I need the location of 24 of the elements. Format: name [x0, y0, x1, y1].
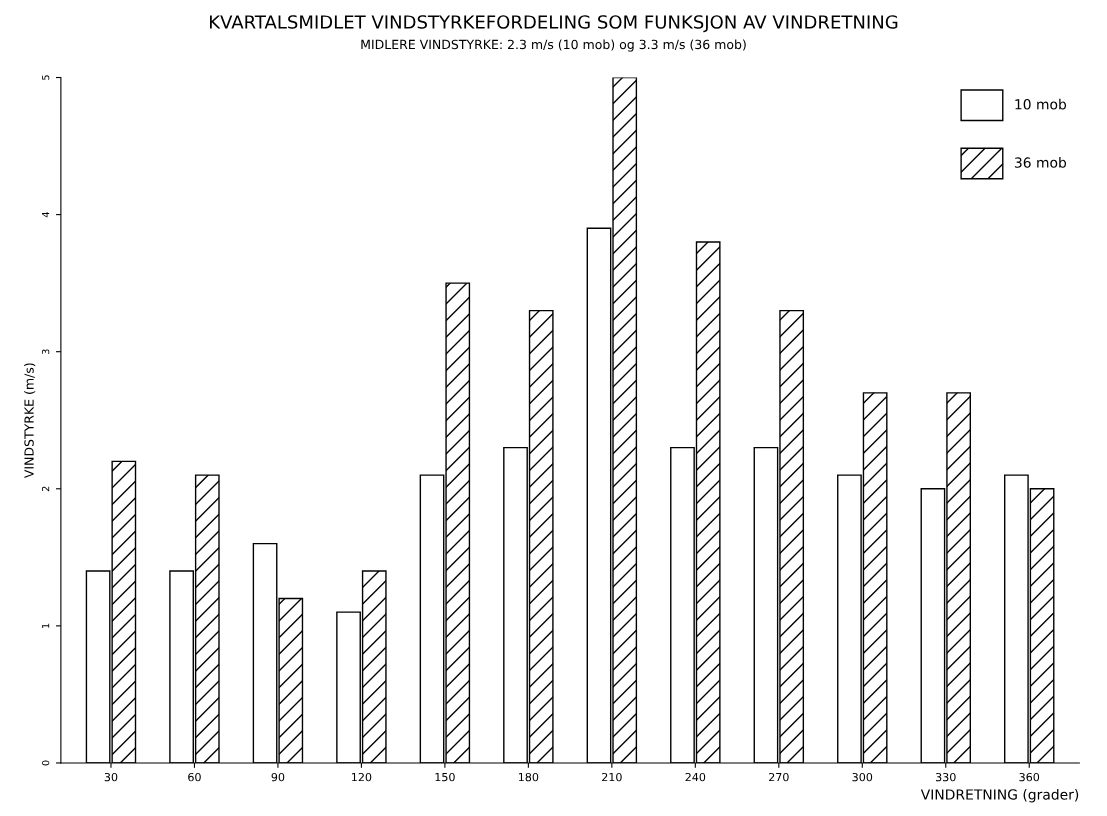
- x-tick-label: 360: [1019, 772, 1040, 782]
- y-tick-label: 0: [41, 760, 50, 766]
- legend-label: 10 mob: [1015, 98, 1067, 110]
- chart-subtitle: MIDLERE VINDSTYRKE: 2.3 m/s (10 mob) og 3.3 m/s (36 mob): [361, 39, 746, 52]
- y-axis-title: VINDSTYRKE (m/s): [24, 363, 36, 479]
- x-tick-label: 270: [769, 772, 789, 782]
- x-tick-label: 150: [435, 772, 455, 782]
- y-tick-label: 5: [42, 75, 50, 80]
- x-tick-label: 60: [188, 772, 201, 782]
- x-axis-title: VINDRETNING (grader): [920, 788, 1079, 803]
- x-tick-label: 330: [936, 772, 956, 782]
- x-tick-label: 180: [518, 772, 539, 782]
- legend-label: 36 mob: [1014, 157, 1067, 168]
- x-tick-label: 120: [352, 772, 372, 782]
- y-tick-label: 4: [42, 212, 50, 218]
- chart-title: KVARTALSMIDLET VINDSTYRKEFORDELING SOM FUNKSJON AV VINDRETNING: [210, 15, 898, 33]
- x-tick-label: 240: [685, 772, 706, 782]
- x-tick-label: 90: [271, 772, 285, 782]
- y-tick-label: 3: [41, 349, 50, 355]
- x-tick-label: 300: [852, 772, 873, 782]
- x-tick-label: 210: [602, 772, 622, 782]
- y-tick-label: 1: [42, 623, 50, 628]
- x-tick-label: 30: [104, 772, 118, 782]
- y-tick-label: 2: [41, 486, 50, 492]
